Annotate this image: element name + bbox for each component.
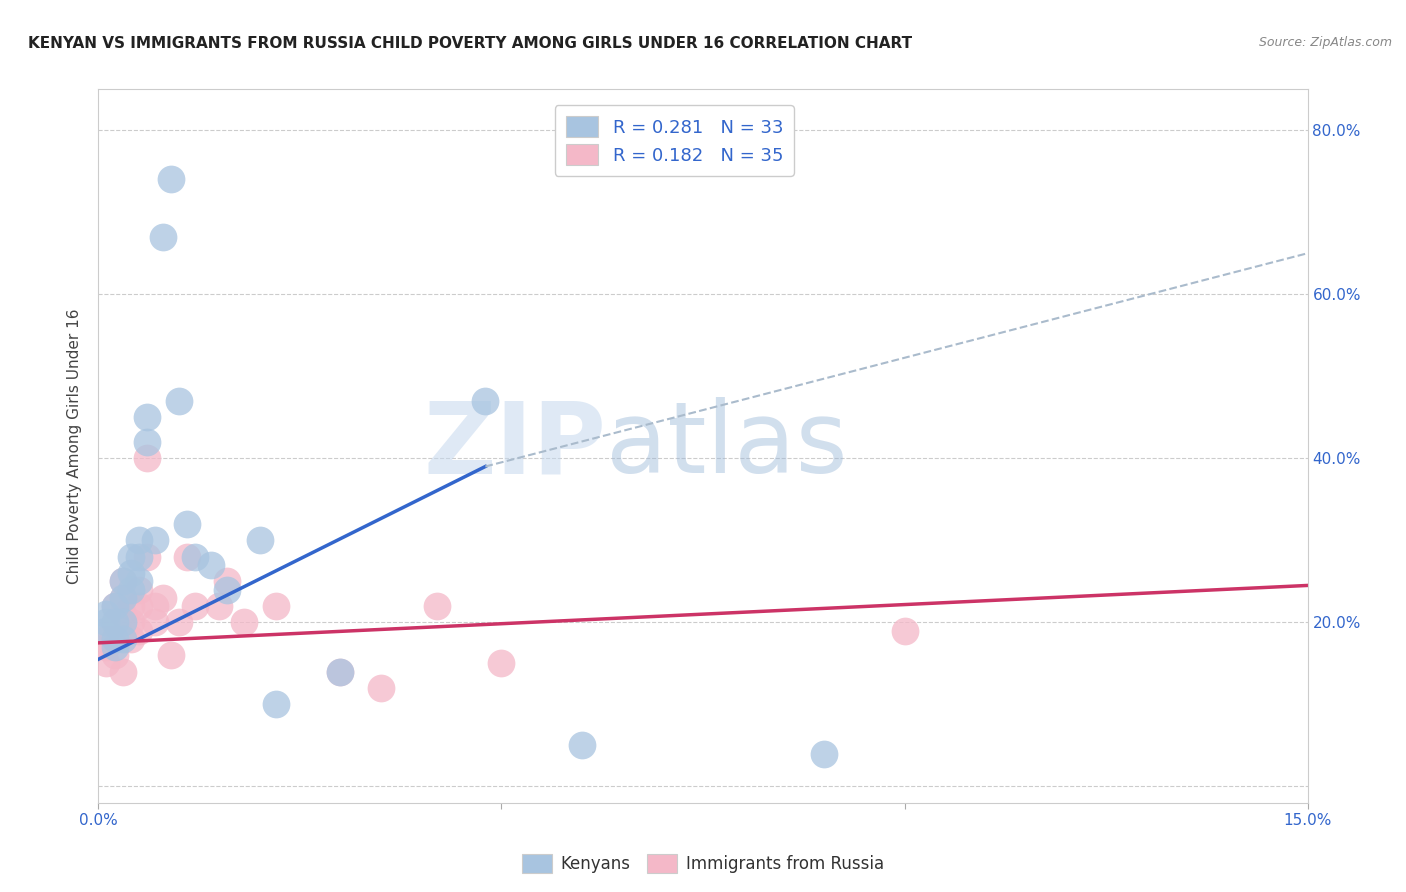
- Point: [893, 624, 915, 638]
- Point: [152, 591, 174, 605]
- Text: KENYAN VS IMMIGRANTS FROM RUSSIA CHILD POVERTY AMONG GIRLS UNDER 16 CORRELATION : KENYAN VS IMMIGRANTS FROM RUSSIA CHILD P…: [28, 36, 912, 51]
- Text: atlas: atlas: [606, 398, 848, 494]
- Point: [208, 599, 231, 613]
- Point: [120, 582, 142, 597]
- Point: [329, 665, 352, 679]
- Point: [111, 574, 134, 589]
- Point: [249, 533, 271, 548]
- Point: [184, 549, 207, 564]
- Point: [184, 599, 207, 613]
- Point: [128, 549, 150, 564]
- Point: [176, 549, 198, 564]
- Point: [426, 599, 449, 613]
- Point: [111, 632, 134, 646]
- Point: [120, 615, 142, 630]
- Point: [103, 632, 125, 646]
- Point: [111, 591, 134, 605]
- Point: [103, 599, 125, 613]
- Point: [264, 698, 287, 712]
- Point: [128, 574, 150, 589]
- Point: [120, 632, 142, 646]
- Point: [96, 632, 118, 646]
- Point: [329, 665, 352, 679]
- Point: [167, 393, 190, 408]
- Text: ZIP: ZIP: [423, 398, 606, 494]
- Point: [103, 599, 125, 613]
- Point: [96, 607, 118, 622]
- Point: [96, 657, 118, 671]
- Text: Source: ZipAtlas.com: Source: ZipAtlas.com: [1258, 36, 1392, 49]
- Point: [103, 640, 125, 654]
- Point: [111, 607, 134, 622]
- Point: [160, 172, 183, 186]
- Point: [264, 599, 287, 613]
- Point: [135, 410, 157, 425]
- Point: [474, 393, 496, 408]
- Point: [111, 574, 134, 589]
- Point: [120, 599, 142, 613]
- Point: [128, 599, 150, 613]
- Point: [103, 648, 125, 662]
- Legend: Kenyans, Immigrants from Russia: Kenyans, Immigrants from Russia: [516, 847, 890, 880]
- Point: [96, 640, 118, 654]
- Point: [96, 615, 118, 630]
- Point: [111, 591, 134, 605]
- Point: [143, 533, 166, 548]
- Point: [232, 615, 254, 630]
- Point: [120, 566, 142, 581]
- Point: [120, 549, 142, 564]
- Point: [143, 615, 166, 630]
- Point: [200, 558, 222, 572]
- Point: [128, 624, 150, 638]
- Point: [152, 230, 174, 244]
- Point: [571, 739, 593, 753]
- Point: [135, 549, 157, 564]
- Point: [143, 599, 166, 613]
- Point: [128, 533, 150, 548]
- Point: [128, 582, 150, 597]
- Point: [160, 648, 183, 662]
- Point: [103, 615, 125, 630]
- Point: [96, 624, 118, 638]
- Point: [135, 451, 157, 466]
- Point: [135, 434, 157, 449]
- Point: [111, 665, 134, 679]
- Point: [103, 632, 125, 646]
- Point: [176, 516, 198, 531]
- Point: [491, 657, 513, 671]
- Point: [217, 582, 239, 597]
- Point: [103, 615, 125, 630]
- Point: [167, 615, 190, 630]
- Point: [370, 681, 392, 695]
- Point: [217, 574, 239, 589]
- Point: [813, 747, 835, 761]
- Y-axis label: Child Poverty Among Girls Under 16: Child Poverty Among Girls Under 16: [67, 309, 83, 583]
- Point: [111, 615, 134, 630]
